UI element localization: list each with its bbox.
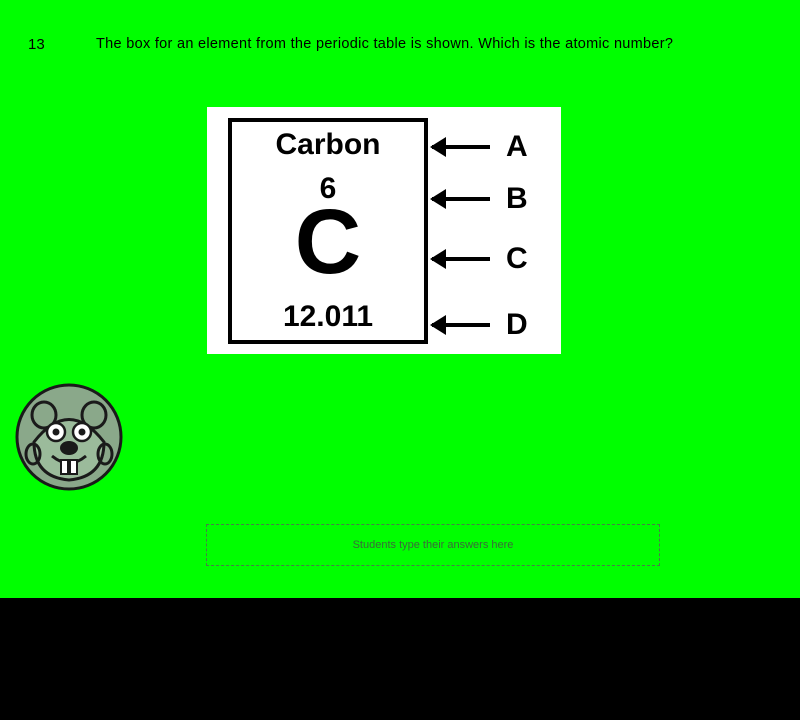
element-name: Carbon xyxy=(232,128,424,162)
element-atomic-mass: 12.011 xyxy=(232,300,424,334)
option-d-label: D xyxy=(506,308,528,342)
beaver-mascot-icon xyxy=(14,382,124,492)
element-box: Carbon 6 C 12.011 xyxy=(228,118,428,344)
student-answer-input[interactable]: Students type their answers here xyxy=(206,524,660,566)
arrow-left-icon xyxy=(432,323,490,327)
arrow-left-icon xyxy=(432,257,490,261)
question-number: 13 xyxy=(28,36,45,53)
arrow-left-icon xyxy=(432,197,490,201)
option-c-row: C xyxy=(432,242,528,276)
arrow-left-icon xyxy=(432,145,490,149)
element-symbol: C xyxy=(232,196,424,288)
option-labels: A B C D xyxy=(432,118,552,344)
option-b-row: B xyxy=(432,182,528,216)
question-text: The box for an element from the periodic… xyxy=(96,36,673,52)
option-b-label: B xyxy=(506,182,528,216)
option-a-label: A xyxy=(506,130,528,164)
answer-placeholder: Students type their answers here xyxy=(353,539,514,551)
option-c-label: C xyxy=(506,242,528,276)
slide-background: 13 The box for an element from the perio… xyxy=(0,0,800,598)
option-a-row: A xyxy=(432,130,528,164)
option-d-row: D xyxy=(432,308,528,342)
periodic-element-figure: Carbon 6 C 12.011 A B C D xyxy=(207,107,561,354)
